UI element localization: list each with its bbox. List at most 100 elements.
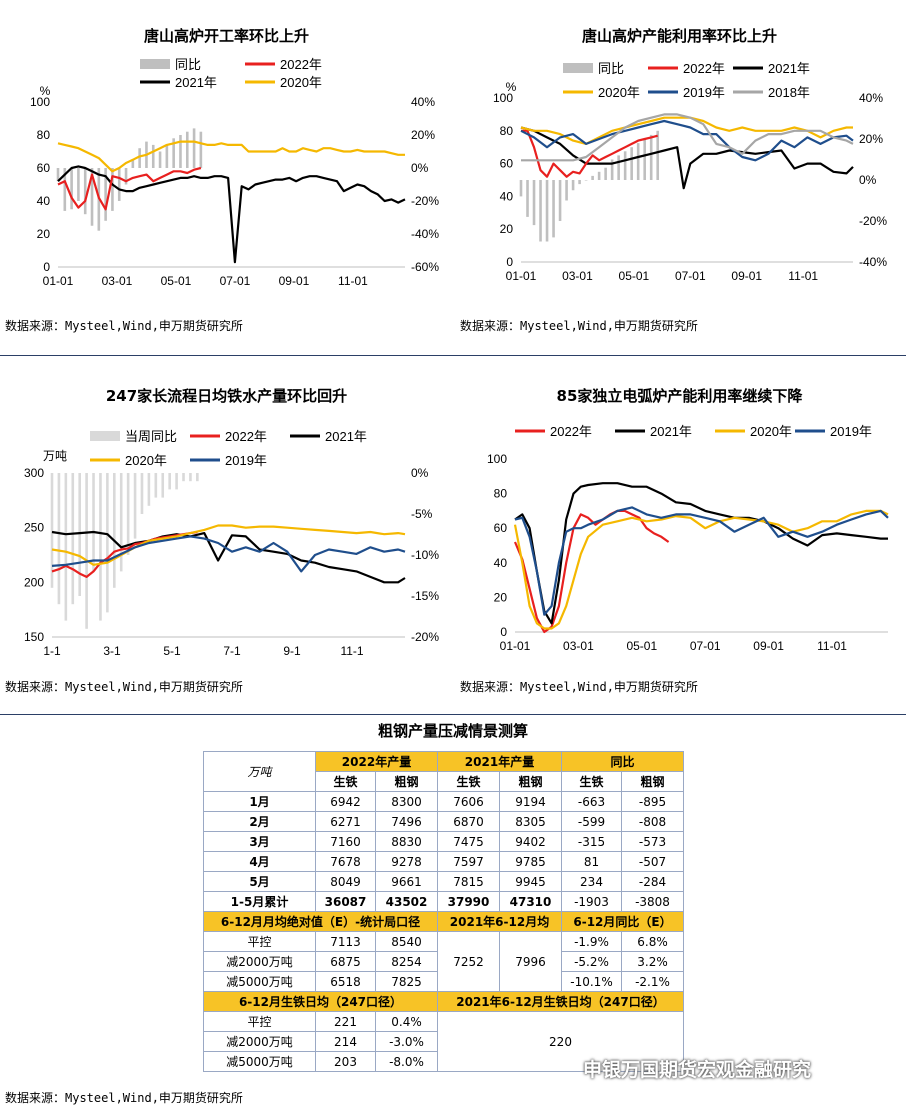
bar-yoy: [77, 168, 80, 201]
table-source: 数据来源：Mysteel,Wind,申万期货研究所: [5, 1091, 243, 1105]
y-tick-label: 100: [487, 452, 507, 466]
col-pig: 生铁: [315, 771, 376, 792]
y-right-tick-label: -10%: [411, 548, 439, 562]
y-tick-label: 60: [494, 521, 508, 535]
y-tick-label: 250: [24, 521, 44, 535]
cell: 7597: [437, 851, 500, 872]
cell: -895: [621, 791, 684, 812]
bar-yoy: [604, 167, 607, 180]
legend-label: 2019年: [830, 424, 872, 439]
cell: -507: [621, 851, 684, 872]
cell: -2.1%: [621, 971, 684, 992]
y-tick-label: 60: [500, 157, 514, 171]
series-line-2019年: [520, 119, 854, 162]
bar-yoy: [104, 168, 107, 221]
x-tick-label: 05-01: [619, 269, 650, 283]
y-right-tick-label: 40%: [411, 95, 435, 109]
cell: 37990: [437, 891, 500, 912]
bar-yoy: [532, 180, 536, 226]
cell: 8830: [375, 831, 438, 852]
bar-yoy: [571, 180, 575, 191]
chart2-source: 数据来源：Mysteel,Wind,申万期货研究所: [460, 319, 698, 333]
col-crude: 粗钢: [375, 771, 438, 792]
y-right-tick-label: -20%: [411, 194, 439, 208]
y-right-tick-label: 0%: [411, 466, 429, 480]
table-title: 粗钢产量压减情景测算: [377, 722, 528, 740]
row-label: 3月: [203, 831, 316, 852]
section3-header-daily: 6-12月生铁日均（247口径）: [203, 991, 438, 1012]
bar-yoy: [630, 147, 633, 180]
cell: -315: [561, 831, 622, 852]
cell: -284: [621, 871, 684, 892]
cell: 7160: [315, 831, 376, 852]
bar-yoy: [117, 168, 121, 201]
x-tick-label: 05-01: [626, 639, 657, 653]
cell-2021-pig-avg: 7252: [437, 931, 500, 992]
series-line-2021年: [520, 126, 854, 190]
legend-label: 当周同比: [125, 429, 177, 444]
cell: 6870: [437, 811, 500, 832]
table-row: 1月 6942 8300 7606 9194 -663 -895: [203, 791, 684, 812]
x-tick-label: 3-1: [103, 644, 121, 658]
section2-header-2021avg: 2021年6-12月均: [437, 911, 562, 932]
y-right-tick-label: 0%: [411, 161, 429, 175]
cell: -10.1%: [561, 971, 622, 992]
cell: -1.9%: [561, 931, 622, 952]
x-tick-label: 01-01: [506, 269, 537, 283]
legend-label: 同比: [175, 57, 201, 72]
x-tick-label: 03-01: [563, 639, 594, 653]
bar-yoy: [545, 180, 549, 242]
divider-top: [0, 355, 906, 356]
table-row: 减2000万吨 214 -3.0%: [203, 1031, 684, 1052]
bar-yoy: [591, 175, 594, 180]
bar-yoy: [111, 168, 114, 211]
bar-yoy: [636, 143, 640, 180]
chart2-plot: 0 20 40 60 80 100 -40% -20% 0% 20% 40% 01-01 03-01 05…: [493, 61, 887, 283]
y-tick-label: 80: [37, 128, 51, 142]
bar-yoy: [179, 135, 182, 168]
table-row: 4月 7678 9278 7597 9785 81 -507: [203, 851, 684, 872]
x-tick-label: 09-01: [279, 274, 310, 288]
legend-label: 2019年: [225, 453, 267, 468]
cell: 7475: [437, 831, 500, 852]
x-tick-label: 03-01: [562, 269, 593, 283]
x-tick-label: 11-01: [338, 274, 368, 288]
legend-label: 2021年: [175, 75, 217, 90]
row-label: 减5000万吨: [203, 1051, 316, 1072]
x-tick-label: 01-01: [43, 274, 74, 288]
legend-label: 2021年: [768, 61, 810, 76]
cell: 7113: [315, 931, 376, 952]
cell: 9278: [375, 851, 438, 872]
y-right-tick-label: -60%: [411, 260, 439, 274]
x-tick-label: 11-01: [788, 269, 818, 283]
x-tick-label: 07-01: [220, 274, 251, 288]
y-tick-label: 60: [37, 161, 51, 175]
y-right-tick-label: -40%: [859, 255, 887, 269]
y-right-tick-label: 20%: [411, 128, 435, 142]
col-pig: 生铁: [561, 771, 622, 792]
y-tick-label: 40: [500, 189, 514, 203]
bar-yoy: [610, 159, 614, 180]
y-right-tick-label: 0%: [859, 173, 877, 187]
row-label: 5月: [203, 871, 316, 892]
cell: 7815: [437, 871, 500, 892]
cell: 3.2%: [621, 951, 684, 972]
header-yoy: 同比: [561, 751, 684, 772]
y-tick-label: 200: [24, 575, 44, 589]
legend-label: 2022年: [280, 57, 322, 72]
series-line-2019年: [514, 506, 889, 616]
legend-label: 2020年: [125, 453, 167, 468]
cell: -1903: [561, 891, 622, 912]
row-label: 减5000万吨: [203, 971, 316, 992]
bar-yoy: [71, 473, 75, 605]
y-unit-label: 万吨: [43, 449, 67, 463]
table-row: 2月 6271 7496 6870 8305 -599 -808: [203, 811, 684, 832]
steel-output-table: 万吨 2022年产量 2021年产量 同比 生铁 粗钢 生铁 粗钢 生铁 粗钢 …: [203, 751, 684, 1072]
series-line-2021年: [51, 530, 406, 584]
x-tick-label: 11-01: [817, 639, 847, 653]
series-line-2018年: [521, 113, 854, 162]
cell: 6518: [315, 971, 376, 992]
legend-label: 2022年: [550, 424, 592, 439]
cell: 9194: [499, 791, 562, 812]
row-label: 1月: [203, 791, 316, 812]
